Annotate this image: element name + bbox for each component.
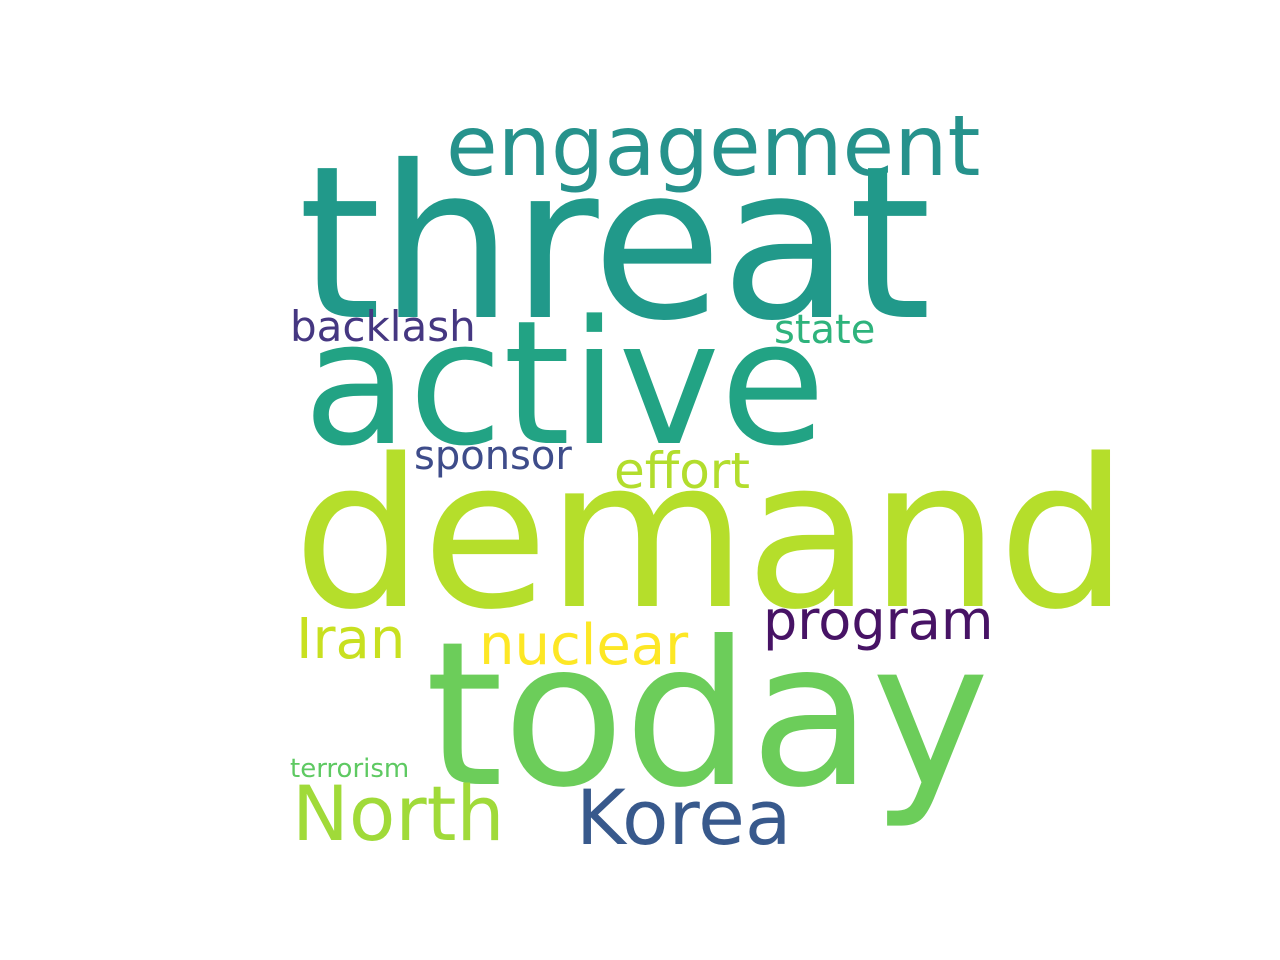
word-backlash: backlash (290, 302, 476, 351)
word-engagement: engagement (446, 97, 981, 195)
word-active: active (303, 283, 826, 484)
word-demand: demand (293, 415, 1129, 655)
word-today: today (425, 599, 990, 832)
word-state: state (774, 307, 876, 353)
word-effort: effort (614, 442, 750, 500)
word-threat: threat (298, 120, 931, 367)
word-north: North (292, 769, 505, 858)
word-sponsor: sponsor (414, 433, 572, 479)
word-terrorism: terrorism (290, 754, 410, 784)
word-program: program (763, 589, 994, 652)
word-iran: Iran (296, 607, 406, 672)
word-nuclear: nuclear (479, 613, 689, 678)
word-korea: Korea (576, 773, 792, 862)
